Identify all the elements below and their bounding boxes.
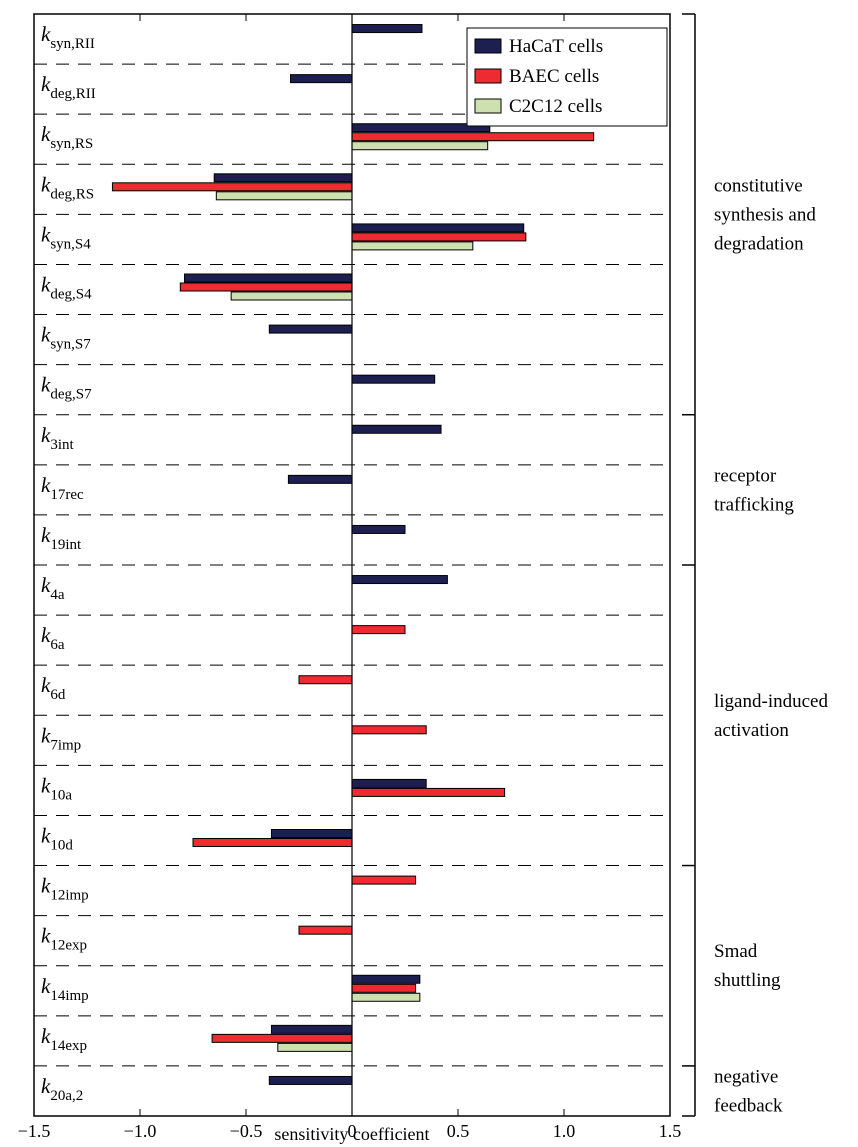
group-label: ligand-induced — [714, 691, 828, 712]
group-brackets: constitutive synthesis and degradation rece… — [682, 13, 828, 1117]
group-label: activation — [714, 720, 789, 741]
legend: HaCaT cells BAEC cells C2C12 cells — [466, 27, 668, 127]
bar-c2c12-degRS — [215, 191, 353, 201]
category-label: k19int — [41, 523, 82, 553]
group-label: degradation — [714, 233, 804, 254]
bar-baec-7imp — [351, 725, 427, 735]
bar-c2c12-degS4 — [230, 291, 353, 301]
legend-swatch — [474, 38, 502, 54]
bar-baec-degRS — [111, 182, 353, 192]
bar-hacat-degS7 — [351, 374, 436, 384]
bar-hacat-20a2 — [268, 1075, 353, 1085]
x-axis-title: sensitivity coefficient — [274, 1124, 429, 1144]
category-label: k6d — [41, 673, 66, 703]
bar-hacat-degRII — [290, 74, 353, 84]
bar-baec-degS4 — [179, 282, 353, 292]
category-label: k7imp — [41, 723, 81, 753]
category-label: ksyn,S7 — [41, 323, 91, 353]
bar-hacat-10d — [270, 829, 353, 838]
category-label: k4a — [41, 573, 65, 603]
bar-c2c12-14exp — [277, 1042, 353, 1052]
category-label: k10d — [41, 824, 73, 854]
group-label: trafficking — [714, 494, 794, 515]
group-label: synthesis and — [714, 204, 816, 225]
category-label: k14imp — [41, 974, 89, 1004]
x-tick-label: 1.5 — [659, 1121, 682, 1141]
group-label: feedback — [714, 1095, 783, 1116]
bar-baec-10d — [192, 838, 353, 847]
x-tick-label: 1.0 — [553, 1121, 576, 1141]
group-label: negative — [714, 1066, 778, 1087]
category-label: kdeg,S7 — [41, 373, 92, 403]
category-label: kdeg,RS — [41, 172, 94, 202]
category-label: k14exp — [41, 1024, 87, 1054]
category-label: k12imp — [41, 874, 89, 904]
bar-c2c12-14imp — [351, 992, 421, 1002]
category-label: k17rec — [41, 473, 84, 503]
x-tick-label: 0 — [348, 1121, 357, 1141]
legend-label: C2C12 cells — [509, 96, 602, 117]
bar-hacat-3int — [351, 424, 442, 434]
x-tick-label: 0.5 — [447, 1121, 470, 1141]
bar-baec-14exp — [211, 1033, 353, 1043]
group-label: constitutive — [714, 175, 803, 196]
category-label: k10a — [41, 773, 72, 803]
bar-hacat-10a — [351, 778, 427, 788]
category-label: ksyn,S4 — [41, 222, 91, 252]
category-label: k12exp — [41, 924, 87, 954]
category-label: k3int — [41, 423, 74, 453]
bar-hacat-synS7 — [268, 324, 353, 334]
bar-hacat-degRS — [213, 173, 353, 183]
legend-label: BAEC cells — [509, 66, 599, 87]
bar-c2c12-synS4 — [351, 241, 474, 251]
bar-hacat-14imp — [351, 974, 421, 984]
bar-baec-6d — [298, 675, 353, 685]
bar-baec-12imp — [351, 875, 417, 885]
bar-baec-synRS — [351, 132, 595, 142]
x-tick-label: −0.5 — [230, 1121, 263, 1141]
bar-hacat-17rec — [287, 474, 353, 484]
bar-baec-14imp — [351, 983, 417, 993]
bar-hacat-synRII — [351, 24, 423, 34]
bars — [111, 24, 595, 1085]
bar-baec-12exp — [298, 925, 353, 935]
group-label: receptor — [714, 465, 777, 486]
bar-hacat-synS4 — [351, 223, 525, 233]
category-label: kdeg,S4 — [41, 273, 92, 303]
category-label: kdeg,RII — [41, 72, 96, 102]
legend-swatch — [474, 68, 502, 84]
group-label: shuttling — [714, 970, 781, 991]
bar-c2c12-synRS — [351, 141, 489, 151]
bar-hacat-4a — [351, 575, 448, 585]
category-labels: ksyn,RII kdeg,RII ksyn,RS kdeg,RS ksyn,S4 kde… — [41, 22, 96, 1104]
bar-baec-10a — [351, 787, 506, 797]
bar-hacat-degS4 — [184, 273, 353, 283]
group-label: Smad — [714, 941, 758, 962]
category-label: ksyn,RS — [41, 122, 93, 152]
legend-label: HaCaT cells — [509, 36, 603, 57]
bar-hacat-14exp — [270, 1024, 353, 1034]
x-tick-label: −1.5 — [18, 1121, 51, 1141]
legend-swatch — [474, 98, 502, 114]
category-label: k20a,2 — [41, 1074, 83, 1104]
category-label: k6a — [41, 623, 65, 653]
bar-baec-synS4 — [351, 232, 527, 242]
bar-baec-6a — [351, 625, 406, 635]
bar-hacat-19int — [351, 524, 406, 534]
x-tick-label: −1.0 — [124, 1121, 157, 1141]
axes: −1.5 −1.0 −0.5 0 0.5 1.0 1.5 — [18, 13, 682, 1141]
category-label: ksyn,RII — [41, 22, 95, 52]
